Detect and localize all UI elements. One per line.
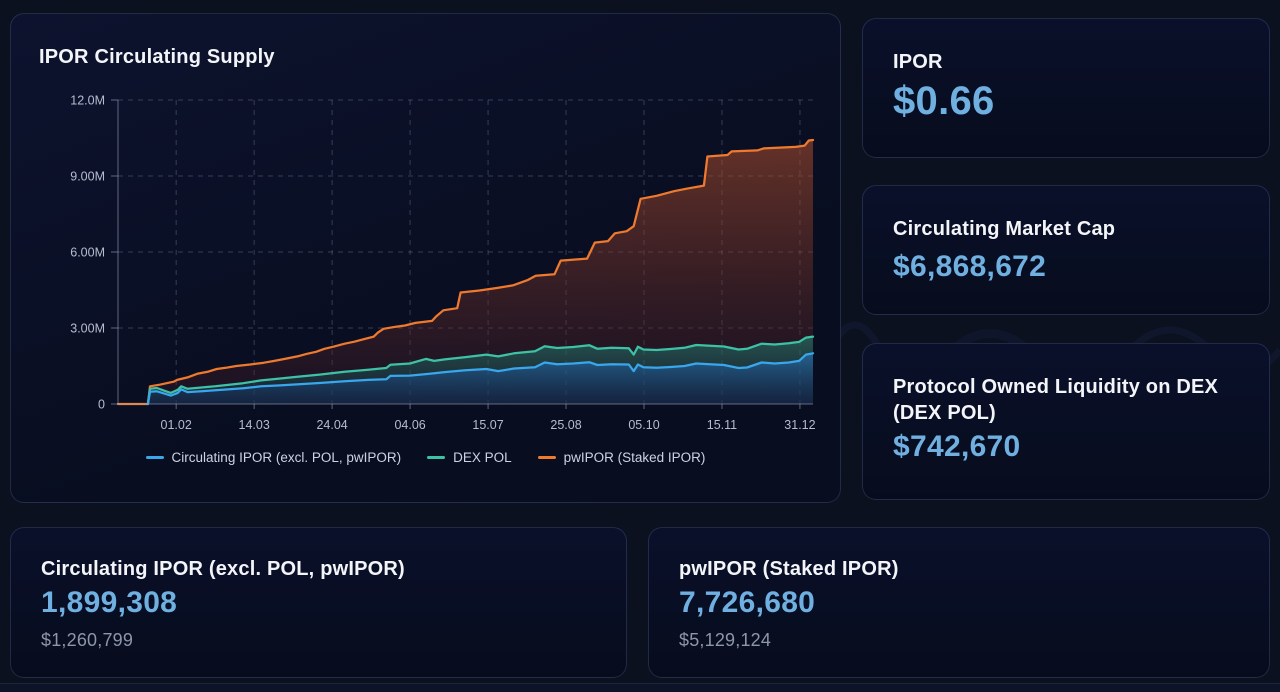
svg-text:04.06: 04.06 [394, 418, 425, 432]
dex-pol-card: Protocol Owned Liquidity on DEX (DEX POL… [862, 343, 1270, 500]
svg-text:9.00M: 9.00M [70, 170, 105, 184]
dex-pol-value: $742,670 [893, 430, 1021, 463]
market-cap-value: $6,868,672 [893, 250, 1047, 283]
price-card-label: IPOR [893, 51, 943, 73]
dex-pol-label: Protocol Owned Liquidity on DEX (DEX POL… [893, 376, 1219, 424]
legend-label: DEX POL [453, 450, 512, 465]
svg-text:31.12: 31.12 [784, 418, 815, 432]
chart-legend: Circulating IPOR (excl. POL, pwIPOR) DEX… [11, 450, 840, 465]
market-cap-label: Circulating Market Cap [893, 218, 1116, 240]
legend-label: pwIPOR (Staked IPOR) [563, 450, 706, 465]
circulating-ipor-value: 1,899,308 [41, 586, 178, 619]
supply-chart[interactable]: 0 3.00M 6.00M 9.00M 12.0M 01.02 14.03 24.04 04.0… [23, 86, 823, 441]
next-row-edge [0, 683, 1280, 692]
pwipor-label: pwIPOR (Staked IPOR) [679, 558, 899, 580]
pwipor-card: pwIPOR (Staked IPOR) 7,726,680 $5,129,12… [648, 527, 1270, 678]
svg-text:14.03: 14.03 [239, 418, 270, 432]
legend-swatch-orange [537, 456, 556, 459]
svg-text:0: 0 [98, 398, 105, 412]
legend-swatch-blue [145, 456, 164, 459]
svg-text:6.00M: 6.00M [70, 246, 105, 260]
circulating-supply-card: IPOR Circulating Supply 0 3.00M 6.00M 9.00M… [10, 13, 841, 503]
market-cap-card: Circulating Market Cap $6,868,672 [862, 185, 1270, 315]
ipor-price-card: IPOR $0.66 [862, 18, 1270, 158]
svg-text:01.02: 01.02 [161, 418, 192, 432]
legend-item-circulating-ipor[interactable]: Circulating IPOR (excl. POL, pwIPOR) [145, 450, 402, 465]
svg-text:15.07: 15.07 [472, 418, 503, 432]
chart-title: IPOR Circulating Supply [39, 46, 275, 68]
legend-label: Circulating IPOR (excl. POL, pwIPOR) [171, 450, 402, 465]
circulating-ipor-card: Circulating IPOR (excl. POL, pwIPOR) 1,8… [10, 527, 627, 678]
circulating-ipor-label: Circulating IPOR (excl. POL, pwIPOR) [41, 558, 405, 580]
svg-text:15.11: 15.11 [707, 418, 737, 432]
svg-text:05.10: 05.10 [628, 418, 659, 432]
pwipor-usd: $5,129,124 [679, 630, 772, 650]
circulating-ipor-usd: $1,260,799 [41, 630, 134, 650]
svg-text:12.0M: 12.0M [70, 94, 105, 108]
legend-swatch-teal [427, 456, 446, 459]
pwipor-value: 7,726,680 [679, 586, 816, 619]
price-card-value: $0.66 [893, 79, 995, 123]
svg-text:24.04: 24.04 [316, 418, 347, 432]
legend-item-pwipor[interactable]: pwIPOR (Staked IPOR) [537, 450, 706, 465]
svg-text:3.00M: 3.00M [70, 322, 105, 336]
legend-item-dex-pol[interactable]: DEX POL [427, 450, 512, 465]
svg-text:25.08: 25.08 [550, 418, 581, 432]
